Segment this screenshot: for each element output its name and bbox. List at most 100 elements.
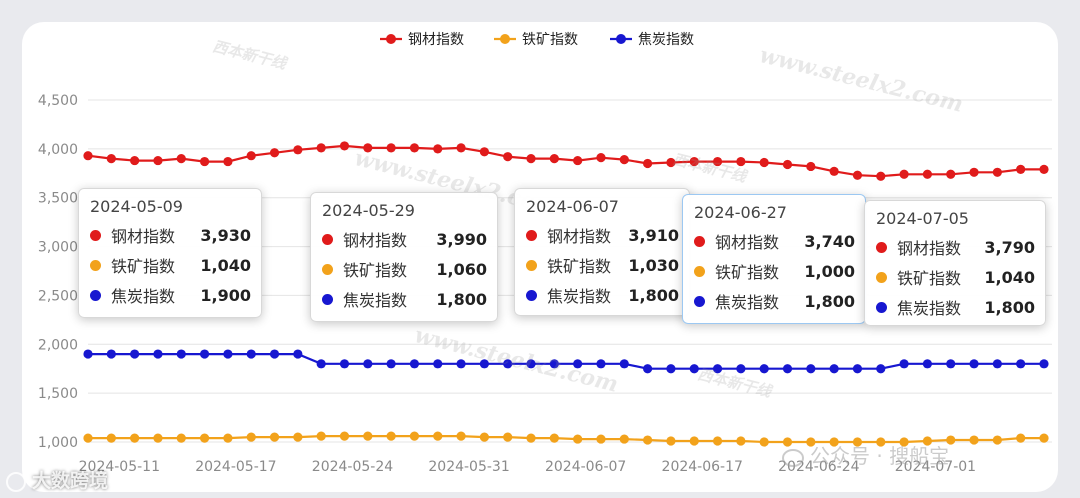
data-point-steel	[992, 167, 1002, 177]
data-point-steel	[969, 167, 979, 177]
data-point-steel	[339, 141, 350, 151]
tooltip-row: 焦炭指数 1,800	[526, 280, 679, 310]
data-point-coke	[852, 364, 863, 374]
data-point-steel	[782, 159, 793, 170]
data-point-steel	[106, 154, 116, 164]
data-point-coke	[176, 349, 186, 359]
series-lines	[83, 141, 1049, 447]
data-point-ore	[806, 437, 816, 447]
tooltip-series-name: 焦炭指数	[547, 287, 612, 306]
tooltip-dot	[526, 289, 537, 301]
tooltip-value: 1,800	[984, 297, 1035, 317]
data-point-steel	[409, 143, 420, 153]
data-point-coke	[456, 359, 466, 369]
y-tick-label: 3,500	[38, 191, 78, 207]
x-tick-label: 2024-05-17	[195, 459, 276, 475]
data-point-ore	[386, 431, 396, 441]
data-point-steel	[130, 155, 140, 166]
data-point-ore	[829, 437, 839, 447]
data-point-steel	[549, 154, 559, 164]
tooltip-value: 1,000	[804, 261, 855, 281]
tooltip-date: 2024-05-09	[90, 197, 183, 216]
data-point-steel	[503, 152, 513, 162]
tooltip-series-name: 铁矿指数	[897, 269, 962, 288]
tooltip-dot	[694, 295, 705, 307]
legend[interactable]: 钢材指数 铁矿指数 焦炭指数	[380, 32, 694, 48]
data-point-coke	[876, 364, 886, 374]
data-point-ore	[573, 434, 583, 444]
tooltip-value: 1,800	[804, 291, 855, 311]
legend-label-steel: 钢材指数	[408, 32, 464, 48]
data-point-ore	[363, 431, 373, 441]
y-tick-label: 4,500	[38, 93, 78, 109]
data-point-steel	[199, 156, 210, 167]
tooltip-series-name: 焦炭指数	[897, 299, 962, 318]
data-point-coke	[83, 349, 93, 359]
tooltip-row: 钢材指数 3,790	[876, 232, 1035, 262]
data-point-ore	[223, 433, 233, 443]
data-point-ore	[596, 434, 606, 444]
tooltip-dot	[876, 241, 887, 253]
data-point-steel	[293, 145, 303, 155]
tooltip-value: 3,740	[804, 231, 855, 251]
data-point-ore	[782, 437, 793, 447]
tooltip-dot	[90, 289, 101, 301]
data-point-coke	[246, 349, 256, 359]
data-point-coke	[782, 364, 793, 374]
data-point-coke	[736, 364, 746, 374]
data-point-steel	[433, 144, 443, 154]
legend-marker-coke	[616, 34, 626, 44]
tooltip-value: 1,030	[628, 255, 679, 275]
tooltip-series-name: 焦炭指数	[343, 291, 408, 310]
data-point-ore	[503, 432, 513, 442]
tooltip-dot	[526, 259, 537, 271]
data-point-ore	[619, 434, 629, 444]
wechat-icon	[782, 448, 804, 467]
data-point-coke	[199, 349, 210, 359]
tooltip-series-name: 钢材指数	[547, 227, 612, 246]
data-point-ore	[759, 437, 769, 447]
data-point-coke	[899, 359, 909, 369]
data-point-steel	[1016, 164, 1026, 174]
tooltip-date: 2024-06-07	[526, 197, 619, 216]
tooltip-value: 1,800	[628, 285, 679, 305]
data-point-ore	[712, 436, 723, 446]
data-point-steel	[759, 157, 769, 168]
tooltip-series-name: 钢材指数	[715, 233, 780, 252]
tooltip-row: 焦炭指数 1,800	[322, 284, 487, 314]
tooltip-row: 焦炭指数 1,800	[694, 286, 855, 316]
tooltip-value: 3,990	[436, 229, 487, 249]
tooltip-date: 2024-06-27	[694, 203, 787, 222]
wechat-watermark-text: 公众号 · 搜船宝	[810, 444, 950, 468]
tooltip-row: 钢材指数 3,990	[322, 224, 487, 254]
data-point-steel	[596, 153, 606, 163]
tooltip-row: 铁矿指数 1,030	[526, 250, 679, 280]
data-point-ore	[689, 436, 699, 446]
tooltip-dot	[322, 293, 333, 305]
data-point-coke	[946, 359, 956, 369]
legend-label-ore: 铁矿指数	[522, 32, 578, 48]
wechat-watermark: 公众号 · 搜船宝	[782, 440, 949, 469]
data-point-coke	[223, 349, 233, 359]
x-axis-ticks: 2024-05-11 2024-05-17 2024-05-24 2024-05-31…	[79, 459, 976, 475]
data-point-ore	[549, 433, 559, 443]
data-point-ore	[106, 433, 116, 443]
tooltip: 2024-05-09 钢材指数 3,930 铁矿指数 1,040 焦炭指数 1,900	[78, 188, 262, 318]
data-point-steel	[1039, 164, 1049, 174]
data-point-steel	[316, 143, 326, 153]
data-point-ore	[316, 431, 326, 441]
data-point-coke	[363, 359, 373, 369]
tooltip-value: 3,930	[200, 225, 251, 245]
x-tick-label: 2024-07-01	[895, 459, 976, 475]
corner-watermark: 大数跨境	[6, 466, 108, 493]
data-point-ore	[269, 432, 280, 442]
y-tick-label: 4,000	[38, 142, 78, 158]
data-point-ore	[922, 436, 933, 446]
data-point-steel	[666, 157, 676, 168]
data-point-coke	[1016, 359, 1026, 369]
tooltip-value: 3,910	[628, 225, 679, 245]
tooltip-series-name: 焦炭指数	[715, 293, 780, 312]
legend-marker-ore	[500, 34, 510, 44]
data-point-coke	[386, 359, 396, 369]
data-point-coke	[829, 364, 839, 374]
